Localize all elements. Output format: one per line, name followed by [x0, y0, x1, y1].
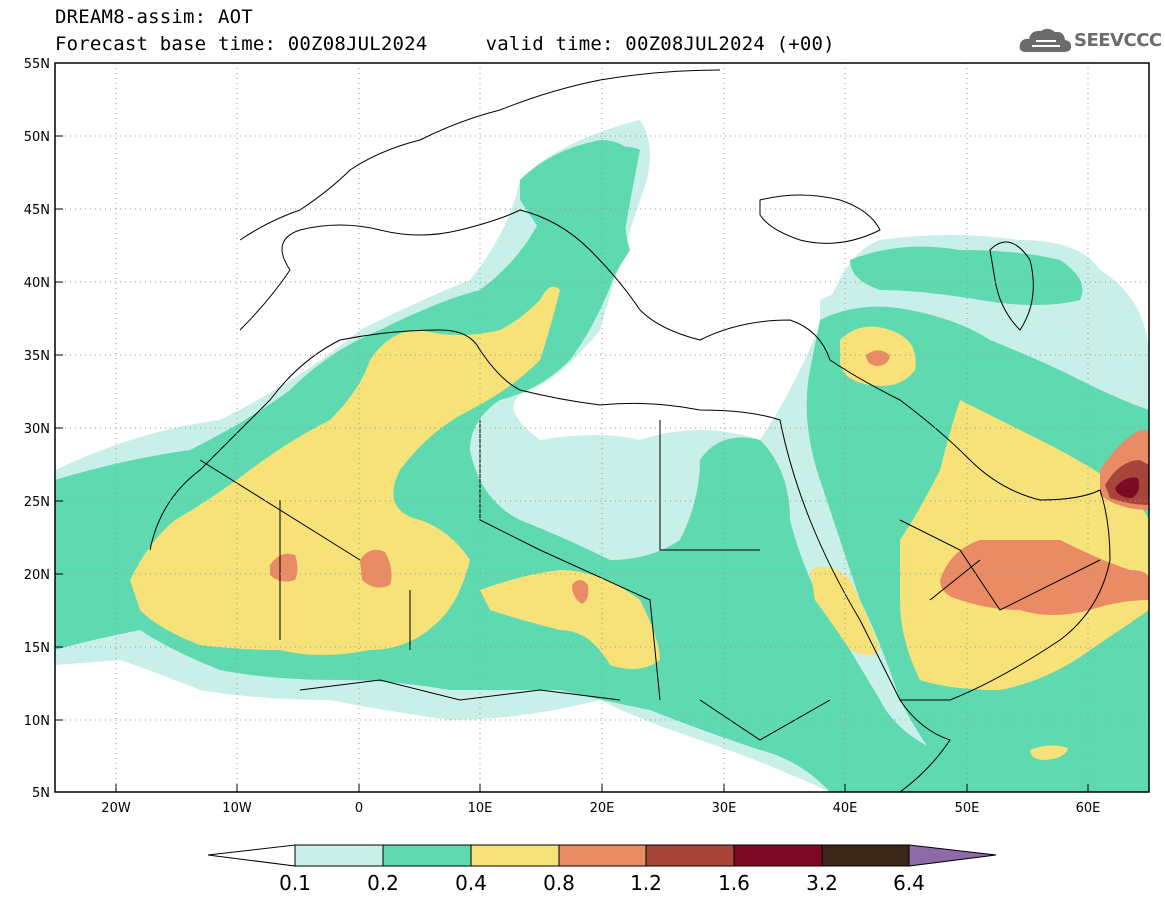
lat-label: 25N — [24, 495, 50, 510]
lat-labels: 55N 50N 45N 40N 35N 30N 25N 20N 15N 10N … — [24, 57, 50, 801]
colorbar-segment — [645, 844, 735, 867]
lat-label: 30N — [24, 422, 50, 437]
border-3 — [899, 519, 1101, 611]
lon-label: 0 — [355, 801, 363, 816]
lon-label: 10W — [222, 801, 252, 816]
colorbar-upper-triangle — [908, 844, 997, 867]
colorbar-labels: 0.1 0.2 0.4 0.8 1.2 1.6 3.2 6.4 — [279, 871, 925, 895]
aot-layer-0.8-mauritania — [270, 553, 298, 582]
colorbar-segment — [294, 844, 384, 867]
tick-marks — [55, 62, 1089, 793]
colorbar-label: 0.8 — [543, 871, 575, 895]
colorbar-segment — [821, 844, 910, 867]
aot-layer-0.8-mali — [360, 549, 392, 588]
aot-layer-1.6 — [1115, 477, 1140, 498]
colorbar-segment — [382, 844, 472, 867]
aot-layer-0.2-balkans — [520, 140, 632, 310]
map-title: DREAM8-assim: AOT — [55, 6, 253, 28]
border-4 — [299, 679, 831, 741]
colorbar-label: 1.6 — [718, 871, 750, 895]
lon-labels: 20W 10W 0 10E 20E 30E 40E 50E 60E — [101, 801, 1100, 816]
lon-label: 10E — [468, 801, 493, 816]
colorbar-label: 0.4 — [455, 871, 487, 895]
colorbar-label: 0.2 — [367, 871, 399, 895]
lon-label: 20W — [101, 801, 131, 816]
lon-label: 60E — [1076, 801, 1101, 816]
colorbar-segment — [558, 844, 647, 867]
lat-label: 40N — [24, 276, 50, 291]
lat-label: 15N — [24, 641, 50, 656]
lat-label: 5N — [32, 786, 50, 801]
seevccc-logo: SEEVCCC — [1018, 24, 1162, 58]
lat-label: 45N — [24, 203, 50, 218]
lat-label: 55N — [24, 57, 50, 72]
north-coast — [239, 209, 831, 361]
coastlines — [149, 69, 1111, 792]
arabia-coast — [829, 359, 1111, 701]
black-sea — [759, 194, 881, 244]
colorbar-label: 1.2 — [630, 871, 662, 895]
aot-layer-0.8-chad — [572, 580, 589, 604]
lon-label: 30E — [712, 801, 737, 816]
lat-label: 10N — [24, 714, 50, 729]
cloud-icon — [1019, 28, 1072, 52]
colorbar-label: 0.1 — [279, 871, 311, 895]
europe-coast — [239, 69, 721, 241]
colorbar-label: 6.4 — [893, 871, 925, 895]
aot-layer-0.4 — [130, 286, 560, 655]
logo-text: SEEVCCC — [1074, 30, 1162, 51]
lat-label: 50N — [24, 130, 50, 145]
lat-label: 20N — [24, 568, 50, 583]
caspian — [989, 241, 1034, 331]
lat-label: 35N — [24, 349, 50, 364]
colorbar-label: 3.2 — [806, 871, 838, 895]
border-1 — [199, 459, 411, 650]
aot-layer-0.2-caucasus — [850, 246, 1083, 305]
aot-layer-0.8-iraq — [866, 350, 890, 366]
aot-layer-0.4-small — [1030, 745, 1068, 760]
colorbar-lower-triangle — [207, 844, 296, 867]
colorbar-segment — [733, 844, 823, 867]
aot-field — [55, 120, 1149, 792]
colorbar-segment — [470, 844, 560, 867]
forecast-time-line: Forecast base time: 00Z08JUL2024 valid t… — [55, 33, 835, 55]
border-2 — [479, 420, 760, 701]
lon-label: 40E — [833, 801, 858, 816]
africa-coast — [149, 329, 951, 792]
aot-layer-0.4-redsea — [810, 566, 880, 655]
aot-layer-0.8-arabia — [940, 540, 1149, 615]
lon-label: 50E — [955, 801, 980, 816]
colorbar — [207, 844, 997, 867]
lon-label: 20E — [590, 801, 615, 816]
aot-layer-0.4-chad — [480, 570, 660, 669]
